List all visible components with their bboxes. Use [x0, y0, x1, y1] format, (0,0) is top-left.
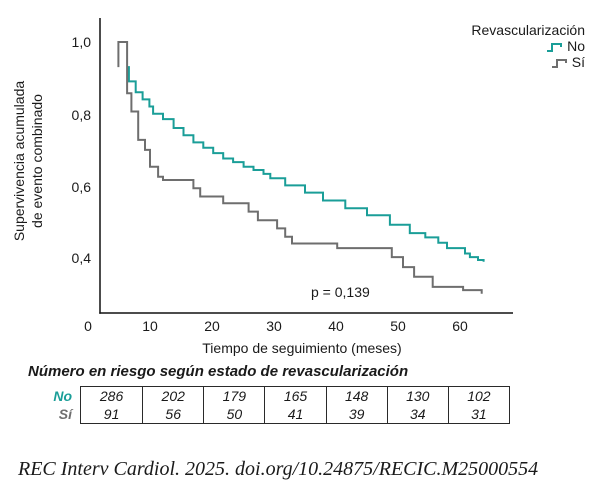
- y-axis-title-line1: Supervivencia acumulada: [11, 80, 27, 242]
- risk-cell: 286: [99, 388, 124, 404]
- legend-item-no: No: [471, 39, 585, 54]
- y-axis-title-line2: de evento combinado: [29, 94, 45, 228]
- survival-curves: [117, 41, 485, 294]
- legend-title: Revascularización: [471, 22, 585, 38]
- x-tick-30: 30: [266, 318, 282, 334]
- x-axis-title: Tiempo de seguimiento (meses): [202, 340, 402, 356]
- curve-si: [117, 41, 483, 294]
- y-tick-1.0: 1,0: [71, 34, 91, 50]
- p-value-annotation: p = 0,139: [311, 284, 370, 300]
- risk-cell: 179: [203, 387, 264, 405]
- legend-item-si: Sí: [471, 55, 585, 70]
- risk-table-title: Número en riesgo según estado de revascu…: [28, 363, 409, 380]
- risk-cell: 148: [325, 387, 387, 405]
- risk-table: 286 202 179 165 148 130 102 91 56 50 41 …: [80, 386, 510, 424]
- x-tick-50: 50: [390, 318, 406, 334]
- risk-cell: 165: [264, 387, 325, 405]
- legend: Revascularización No Sí: [471, 23, 585, 70]
- x-tick-20: 20: [204, 318, 220, 334]
- risk-cell: 102: [447, 387, 509, 405]
- y-axis-title: Supervivencia acumulada de evento combin…: [10, 11, 46, 311]
- risk-cell: 39: [325, 405, 387, 423]
- y-tick-0.8: 0,8: [71, 107, 91, 123]
- step-line-icon: [551, 58, 567, 68]
- legend-label-no: No: [567, 38, 585, 54]
- step-line-icon: [547, 42, 563, 52]
- x-tick-60: 60: [452, 318, 468, 334]
- y-tick-0.6: 0,6: [71, 179, 91, 195]
- risk-cell: 56: [142, 405, 203, 423]
- risk-cell: 91: [103, 406, 120, 422]
- risk-cell: 202: [142, 387, 203, 405]
- x-tick-10: 10: [142, 318, 158, 334]
- risk-cell: 31: [447, 405, 509, 423]
- risk-cell: 130: [386, 387, 448, 405]
- risk-row-label-no: No: [53, 388, 72, 404]
- curve-no: [127, 66, 485, 262]
- risk-row-label-si: Sí: [58, 406, 72, 422]
- citation-text: REC Interv Cardiol. 2025. doi.org/10.248…: [18, 458, 539, 480]
- legend-label-si: Sí: [571, 54, 585, 70]
- risk-cell: 50: [203, 405, 264, 423]
- y-tick-0.4: 0,4: [71, 250, 91, 266]
- survival-plot: [99, 18, 513, 314]
- risk-cell: 34: [386, 405, 448, 423]
- x-tick-40: 40: [328, 318, 344, 334]
- x-tick-0: 0: [84, 318, 92, 334]
- risk-cell: 41: [264, 405, 325, 423]
